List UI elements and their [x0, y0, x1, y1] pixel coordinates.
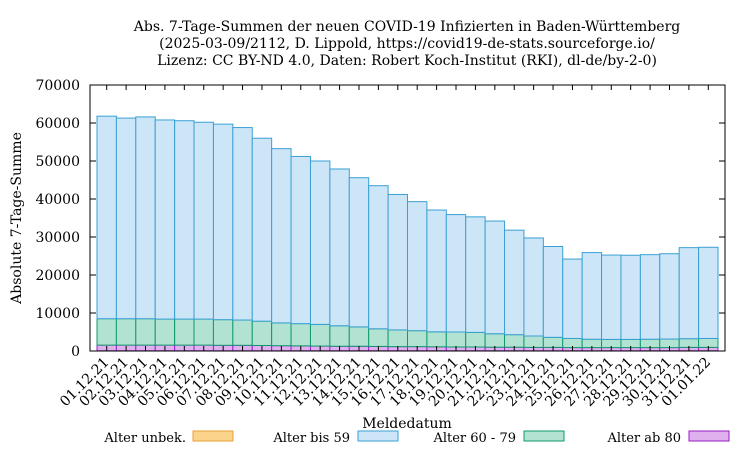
chart-title: Abs. 7-Tage-Summen der neuen COVID-19 In…: [133, 19, 680, 35]
bar-segment-3-8: [251, 137, 273, 322]
bar-segment-3-23: [542, 246, 564, 338]
legend-label-ab80: Alter ab 80: [606, 431, 681, 446]
bar-segment-2-2: [135, 318, 156, 346]
bar-segment-3-19: [465, 216, 486, 333]
plot-frame: [89, 84, 726, 352]
bar-segment-3-22: [523, 237, 544, 337]
bar-segment-2-18: [445, 331, 467, 348]
bar-segment-2-11: [309, 323, 331, 347]
legend: Alter unbek. Alter bis 59 Alter 60 - 79 …: [103, 430, 730, 446]
legend-label-bis59: Alter bis 59: [272, 431, 350, 446]
bar-segment-3-30: [678, 247, 700, 340]
bar-segment-3-3: [154, 119, 176, 320]
y-tick-label-2: 20000: [35, 268, 80, 284]
bar-segment-3-12: [329, 168, 350, 327]
bar-segment-2-12: [329, 325, 350, 347]
y-axis-ticks: 0 10000 20000 30000 40000 50000 60000 70000: [35, 78, 725, 360]
y-tick-label-0: 0: [71, 344, 80, 360]
y-tick-label-6: 60000: [35, 116, 80, 132]
bar-segment-3-14: [368, 185, 389, 330]
bar-segment-2-8: [251, 320, 273, 346]
bar-segment-3-25: [581, 252, 603, 340]
bar-segment-3-20: [484, 220, 506, 335]
bar-segment-2-22: [523, 335, 544, 348]
bar-segment-3-5: [193, 121, 214, 320]
bar-segment-3-0: [96, 115, 117, 320]
bar-segment-2-5: [193, 318, 214, 346]
y-tick-label-7: 70000: [35, 78, 80, 94]
legend-swatch-60-79: [523, 430, 565, 442]
bar-segment-3-24: [562, 258, 583, 339]
bars-group: [96, 115, 719, 352]
bar-segment-3-26: [601, 254, 622, 340]
bar-segment-2-9: [271, 322, 292, 347]
bar-segment-2-14: [368, 328, 389, 347]
legend-label-unbek: Alter unbek.: [103, 431, 186, 446]
bar-segment-3-28: [639, 254, 661, 340]
bar-segment-3-29: [659, 253, 680, 340]
x-axis-label: Meldedatum: [362, 416, 452, 432]
bar-segment-3-18: [445, 214, 467, 333]
legend-swatch-ab80: [688, 430, 730, 442]
bar-segment-3-1: [115, 117, 137, 320]
bar-segment-3-11: [309, 160, 331, 325]
bar-segment-2-17: [426, 331, 447, 348]
legend-swatch-unbek: [192, 430, 234, 442]
bar-segment-2-10: [290, 323, 311, 347]
y-tick-label-4: 40000: [35, 192, 80, 208]
bar-segment-3-13: [348, 177, 370, 328]
y-tick-label-1: 10000: [35, 306, 80, 322]
bar-segment-3-15: [387, 193, 408, 331]
bar-segment-2-1: [115, 318, 137, 346]
bar-segment-2-13: [348, 326, 370, 347]
y-tick-label-5: 50000: [35, 154, 80, 170]
bar-segment-3-9: [271, 148, 292, 324]
bar-segment-3-10: [290, 155, 311, 325]
bar-segment-3-6: [212, 123, 234, 321]
bar-segment-2-19: [465, 331, 486, 348]
chart-subtitle-1: (2025-03-09/2112, D. Lippold, https://co…: [159, 36, 655, 52]
bar-segment-3-2: [135, 116, 156, 320]
legend-label-60-79: Alter 60 - 79: [432, 431, 516, 446]
bar-segment-2-23: [542, 336, 564, 348]
legend-swatch-bis59: [357, 430, 399, 442]
bar-segment-2-20: [484, 333, 506, 348]
bar-segment-3-16: [407, 201, 428, 332]
bar-segment-3-17: [426, 209, 447, 333]
chart-subtitle-2: Lizenz: CC BY-ND 4.0, Daten: Robert Koch…: [157, 53, 657, 69]
y-tick-label-3: 30000: [35, 230, 80, 246]
bar-segment-3-31: [698, 246, 719, 339]
bar-segment-2-4: [174, 318, 195, 346]
bar-segment-3-4: [174, 120, 195, 320]
bar-segment-2-15: [387, 329, 408, 348]
x-axis-ticks: 01.12.2102.12.2103.12.2104.12.2105.12.21…: [57, 85, 714, 410]
bar-segment-3-27: [620, 254, 641, 340]
bar-segment-2-21: [504, 334, 525, 348]
y-axis-label: Absolute 7-Tage-Summe: [9, 132, 25, 305]
bar-segment-3-7: [232, 127, 253, 321]
bar-segment-2-7: [232, 319, 253, 346]
bar-segment-2-3: [154, 318, 176, 346]
bar-segment-3-21: [504, 229, 525, 336]
bar-segment-2-0: [96, 318, 117, 346]
bar-segment-2-6: [212, 319, 234, 346]
bar-segment-2-16: [407, 330, 428, 348]
